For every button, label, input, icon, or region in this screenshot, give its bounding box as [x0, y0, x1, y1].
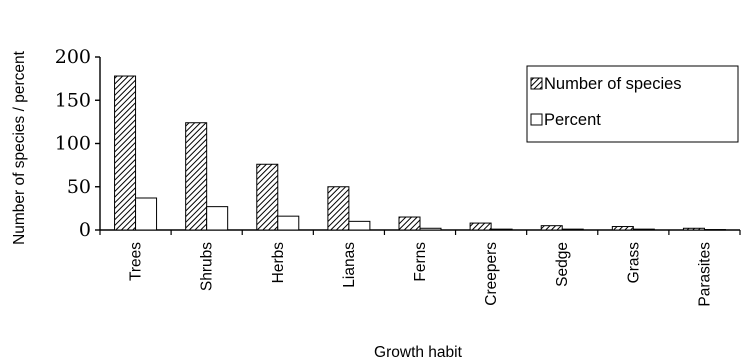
x-tick-label-creepers: Creepers: [483, 242, 500, 306]
bar-percent-herbs: [277, 215, 300, 231]
bar-species-parasites: [682, 227, 705, 231]
legend: Number of species Percent: [526, 65, 739, 143]
legend-swatch-percent: [530, 113, 543, 126]
bar-species-grass: [611, 226, 634, 231]
x-tick-label-trees: Trees: [128, 242, 145, 281]
x-tick-label-grass: Grass: [625, 242, 642, 284]
bar-species-ferns: [398, 216, 421, 231]
bar-percent-shrubs: [206, 206, 229, 231]
legend-label-percent: Percent: [544, 111, 601, 129]
bars-group: [114, 75, 726, 231]
x-tick-label-herbs: Herbs: [270, 242, 287, 284]
y-axis-ticks: 0 50 100 150 200: [55, 46, 100, 241]
legend-frame: [526, 65, 739, 143]
legend-label-number-of-species: Number of species: [544, 75, 682, 93]
x-tick-label-shrubs: Shrubs: [199, 242, 216, 291]
bar-species-lianas: [327, 186, 350, 231]
bar-species-shrubs: [185, 122, 208, 231]
legend-swatch-number-of-species: [530, 77, 543, 90]
bar-percent-parasites: [703, 229, 726, 231]
x-tick-label-sedge: Sedge: [554, 242, 571, 287]
x-axis-label: Growth habit: [374, 344, 463, 361]
y-tick-label: 0: [79, 219, 91, 241]
x-tick-label-lianas: Lianas: [341, 242, 358, 288]
y-tick-label: 200: [55, 46, 91, 68]
y-tick-label: 100: [55, 133, 91, 155]
bar-percent-ferns: [419, 227, 442, 231]
bar-species-trees: [114, 75, 137, 231]
bar-percent-trees: [135, 197, 158, 231]
bar-species-sedge: [540, 225, 563, 231]
bar-percent-sedge: [561, 228, 584, 231]
bar-percent-lianas: [348, 220, 371, 231]
bar-percent-grass: [632, 228, 655, 231]
x-tick-label-ferns: Ferns: [412, 242, 429, 282]
plot-area: 0 50 100 150 200 Trees Shrubs Herbs Lianas Ferns…: [55, 46, 741, 307]
y-tick-label: 150: [55, 89, 91, 111]
bar-percent-creepers: [490, 228, 513, 231]
bar-species-herbs: [256, 163, 279, 231]
y-axis-label: Number of species / percent: [11, 50, 28, 245]
bar-species-creepers: [469, 222, 492, 231]
x-tick-label-parasites: Parasites: [696, 242, 713, 307]
y-tick-label: 50: [67, 176, 91, 198]
x-axis-ticks: Trees Shrubs Herbs Lianas Ferns Creepers Sedge…: [99, 230, 741, 307]
